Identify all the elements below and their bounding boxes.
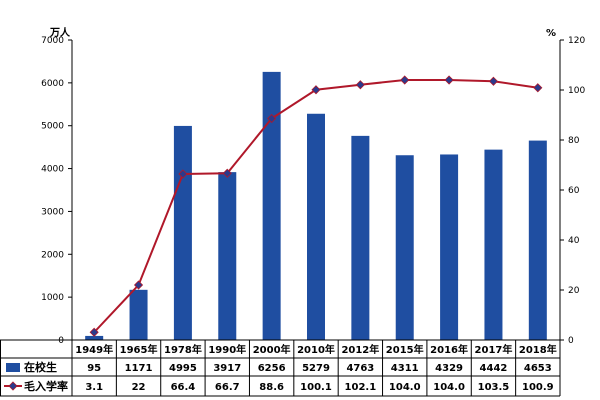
bar-value-cell: 4329 [435,363,463,374]
right-axis-unit: % [546,28,556,39]
rate-point [355,80,365,90]
left-tick-label: 6000 [41,79,64,89]
bar-value-cell: 4653 [524,363,552,374]
rate-value-cell: 88.6 [259,382,284,393]
rate-point [400,75,410,85]
right-tick-label: 20 [568,286,580,296]
bar [85,335,104,340]
right-tick-label: 100 [568,86,585,96]
bar-value-cell: 95 [87,363,101,374]
rate-value-cell: 3.1 [85,382,103,393]
rate-point [178,169,188,179]
bar-value-cell: 4995 [169,363,197,374]
right-tick-label: 0 [568,336,574,346]
category-label: 2000年 [253,343,291,356]
left-tick-label: 0 [58,336,64,346]
bar [218,172,237,340]
line-series [89,75,543,337]
category-label: 2017年 [475,343,513,356]
rate-value-cell: 102.1 [345,382,377,393]
category-label: 2015年 [386,343,424,356]
category-label: 1978年 [164,343,202,356]
rate-value-cell: 104.0 [389,382,421,393]
rate-point [311,85,321,95]
rate-point [89,327,99,337]
legend-line-marker [8,381,18,391]
rate-value-cell: 104.0 [433,382,465,393]
left-tick-label: 3000 [41,207,64,217]
rate-value-cell: 103.5 [478,382,510,393]
rate-value-cell: 100.1 [300,382,332,393]
category-label: 2018年 [519,343,557,356]
bar [351,135,370,340]
rate-value-cell: 22 [132,382,146,393]
right-tick-label: 80 [568,136,580,146]
left-tick-label: 7000 [41,36,64,46]
bar-value-cell: 5279 [302,363,330,374]
rate-value-cell: 66.7 [215,382,240,393]
category-label: 2016年 [430,343,468,356]
bar-value-cell: 4442 [480,363,508,374]
bar [395,155,414,340]
bar [307,113,325,340]
bar [262,71,281,340]
rate-point [267,113,277,124]
category-label: 2010年 [297,343,335,356]
category-label: 1990年 [208,343,246,356]
legend-line-label: 毛入学率 [24,379,68,393]
legend-bar-swatch [6,363,20,372]
rate-point [533,83,543,93]
bar [484,149,503,340]
category-label: 1965年 [120,343,158,356]
rate-point [444,75,454,85]
category-label: 1949年 [75,343,113,356]
bar-value-cell: 4311 [391,363,419,374]
left-axis-unit: 万人 [49,26,71,39]
left-tick-label: 5000 [41,122,64,132]
left-tick-label: 4000 [41,165,64,175]
bar [528,140,547,340]
rate-point [488,76,499,86]
bar-value-cell: 4763 [346,363,374,374]
rate-point [222,168,232,178]
bar-series [85,71,547,340]
bar [440,154,459,340]
left-tick-label: 1000 [41,293,64,303]
right-tick-label: 120 [568,36,585,46]
category-label: 2012年 [341,343,379,356]
data-table: 1949年 1965年 1978年 1990年 2000年 2010年 2012年 2015年… [0,339,561,397]
bar [173,125,192,340]
rate-value-cell: 66.4 [171,382,196,393]
bar [129,289,148,340]
rate-point [133,280,144,290]
legend-bar-label: 在校生 [24,360,57,374]
bar-value-cell: 6256 [258,363,286,374]
left-tick-label: 2000 [41,250,64,260]
bar-value-cell: 1171 [125,363,153,374]
rate-value-cell: 100.9 [522,382,554,393]
right-tick-label: 60 [568,186,580,196]
bar-value-cell: 3917 [213,363,241,374]
right-tick-label: 40 [568,236,580,246]
